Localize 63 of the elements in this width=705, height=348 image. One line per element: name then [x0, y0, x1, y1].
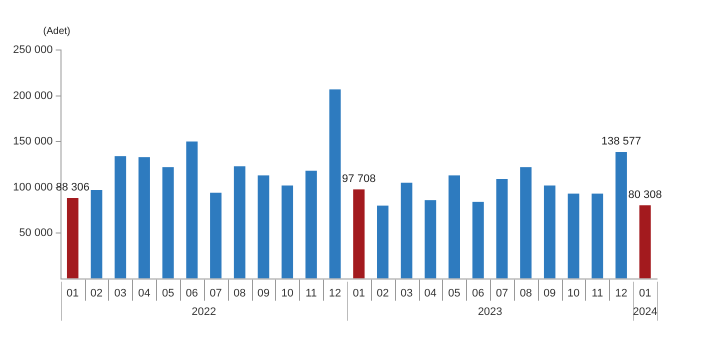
bar: [592, 194, 604, 278]
x-tick-label: 08: [520, 287, 532, 300]
bar: [353, 189, 365, 278]
x-tick-label: 02: [90, 287, 103, 300]
text: 2024: [632, 306, 658, 318]
x-tick-label: 01: [352, 287, 366, 300]
bar: [162, 167, 174, 278]
x-tick-label: 05: [448, 287, 460, 300]
x-tick-label: 05: [162, 287, 174, 300]
x-tick-label: 07: [496, 287, 508, 300]
bar: [448, 175, 460, 278]
x-tick-label: 12: [615, 287, 628, 300]
x-tick-label: 04: [138, 287, 150, 300]
x-tick-label: 09: [257, 287, 270, 300]
y-tick-label: 150 000: [12, 136, 53, 148]
bar: [138, 157, 150, 278]
x-tick-label: 03: [114, 287, 127, 300]
bar: [424, 200, 436, 278]
x-tick-label: 01: [638, 287, 652, 300]
bar: [186, 142, 198, 278]
x-tick-label: 06: [186, 287, 198, 300]
x-tick-label: 08: [234, 287, 246, 300]
y-tick-label: 100 000: [12, 181, 53, 194]
bar: [282, 185, 294, 278]
bar: [639, 205, 651, 278]
bar: [520, 167, 532, 278]
text: 2023: [478, 306, 502, 318]
bar: [210, 192, 222, 278]
data-label: 97 708: [342, 172, 376, 185]
bar: [329, 89, 341, 278]
x-tick-label: 07: [210, 287, 222, 300]
bar: [305, 170, 317, 278]
x-tick-label: 11: [305, 287, 317, 300]
x-tick-label: 10: [281, 287, 294, 300]
bar: [66, 198, 78, 278]
bar: [568, 194, 580, 278]
bar: [616, 152, 627, 278]
data-label: 80 308: [628, 188, 662, 201]
y-tick-label: 200 000: [12, 90, 53, 102]
bar: [472, 202, 484, 278]
bar: [496, 179, 508, 278]
bar: [114, 156, 126, 278]
x-tick-label: 02: [376, 287, 389, 300]
x-tick-label: 06: [472, 287, 484, 300]
x-tick-label: 03: [400, 287, 413, 300]
x-tick-label: 11: [592, 287, 604, 300]
x-tick-label: 01: [66, 287, 79, 300]
bar: [544, 185, 556, 278]
x-tick-label: 04: [424, 287, 437, 300]
data-label: 88 306: [56, 182, 90, 194]
text: 2022: [192, 306, 216, 318]
bar: [258, 175, 270, 278]
x-tick-label: 10: [567, 287, 580, 300]
data-label: 138 577: [601, 136, 642, 148]
bar: [400, 182, 412, 278]
y-axis-title: (Adet): [43, 26, 70, 37]
bar: [90, 190, 102, 278]
bar: [377, 206, 388, 278]
bar: [234, 166, 246, 278]
x-tick-label: 09: [544, 287, 556, 300]
x-tick-label: 12: [328, 287, 342, 300]
y-tick-label: 50 000: [19, 227, 53, 240]
y-tick-label: 250 000: [12, 44, 53, 56]
